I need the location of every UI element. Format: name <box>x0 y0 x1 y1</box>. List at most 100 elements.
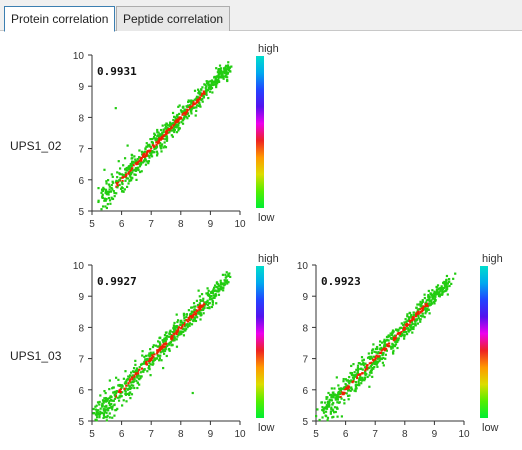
data-point <box>436 284 440 287</box>
data-point <box>170 129 173 132</box>
y-tick-label: 7 <box>78 355 84 366</box>
data-point <box>354 385 358 388</box>
data-point <box>322 407 325 410</box>
data-point <box>356 383 359 387</box>
x-tick-label: 8 <box>178 429 184 440</box>
data-point <box>350 388 354 391</box>
data-point <box>130 163 134 166</box>
data-point <box>189 108 192 111</box>
data-point <box>143 362 146 365</box>
y-tick-label: 8 <box>78 113 84 124</box>
data-point <box>116 407 119 410</box>
data-point <box>109 399 113 402</box>
data-point <box>223 284 226 287</box>
y-tick-label: 9 <box>78 292 84 303</box>
data-point <box>198 302 201 305</box>
data-point <box>127 182 130 185</box>
data-point <box>145 362 148 366</box>
data-point <box>321 408 324 412</box>
data-point <box>345 392 348 395</box>
data-point <box>347 379 351 383</box>
data-point <box>445 279 448 282</box>
data-point <box>334 394 337 397</box>
data-point <box>121 179 124 183</box>
data-point <box>417 303 421 306</box>
data-point <box>178 116 181 119</box>
data-point <box>150 137 154 141</box>
data-point <box>129 381 132 384</box>
data-point <box>336 396 339 400</box>
data-point <box>139 363 143 366</box>
data-point <box>220 72 223 75</box>
data-point <box>101 189 104 192</box>
data-point <box>96 409 99 412</box>
data-point <box>376 347 379 351</box>
data-point <box>416 310 420 313</box>
data-point <box>104 398 107 401</box>
data-point <box>196 311 199 314</box>
data-point <box>343 398 346 402</box>
data-point <box>428 296 431 299</box>
data-point <box>382 356 385 360</box>
data-point <box>206 303 209 306</box>
data-point <box>325 407 328 410</box>
data-point <box>407 316 410 319</box>
data-point <box>386 338 389 342</box>
data-point <box>357 382 360 385</box>
data-point <box>143 150 147 153</box>
data-point <box>161 350 165 353</box>
data-point <box>402 328 405 332</box>
data-point <box>102 409 106 412</box>
data-point <box>356 371 359 374</box>
data-point <box>370 357 374 360</box>
data-point <box>116 171 119 174</box>
data-point <box>436 291 439 294</box>
data-point <box>133 168 137 171</box>
data-point <box>139 371 142 374</box>
data-point <box>177 333 180 337</box>
data-point <box>324 401 327 404</box>
data-point <box>111 408 114 411</box>
data-point <box>162 129 165 132</box>
data-point <box>326 419 329 422</box>
data-point <box>413 318 416 321</box>
data-point <box>364 372 367 375</box>
data-point <box>162 340 165 344</box>
data-point <box>223 67 227 70</box>
data-point <box>106 407 109 410</box>
data-point <box>141 362 144 365</box>
data-point <box>94 413 98 416</box>
data-point <box>350 387 353 390</box>
data-point <box>140 170 143 173</box>
data-point <box>164 347 167 351</box>
data-point <box>419 305 422 308</box>
data-point <box>140 162 143 165</box>
tab-peptide-correlation[interactable]: Peptide correlation <box>116 6 231 31</box>
data-point <box>160 143 164 146</box>
data-point <box>366 375 369 379</box>
data-point <box>122 164 125 167</box>
data-point <box>118 172 121 175</box>
data-point <box>352 374 356 377</box>
data-point <box>376 361 379 365</box>
data-point <box>118 183 121 187</box>
data-point <box>345 379 348 382</box>
data-point <box>391 351 395 354</box>
data-point <box>192 106 195 109</box>
data-point <box>102 413 106 416</box>
data-point <box>196 99 199 102</box>
data-point <box>120 186 123 189</box>
data-point <box>123 389 126 392</box>
data-point <box>375 363 378 366</box>
data-point <box>164 138 167 141</box>
tab-protein-correlation[interactable]: Protein correlation <box>4 6 116 32</box>
data-point <box>138 165 142 168</box>
data-point <box>423 308 427 311</box>
data-point <box>393 339 396 342</box>
data-point <box>318 418 321 422</box>
data-point <box>109 202 112 205</box>
data-point <box>126 144 129 147</box>
data-point <box>439 289 442 292</box>
data-point <box>119 177 122 180</box>
data-point <box>331 391 334 394</box>
